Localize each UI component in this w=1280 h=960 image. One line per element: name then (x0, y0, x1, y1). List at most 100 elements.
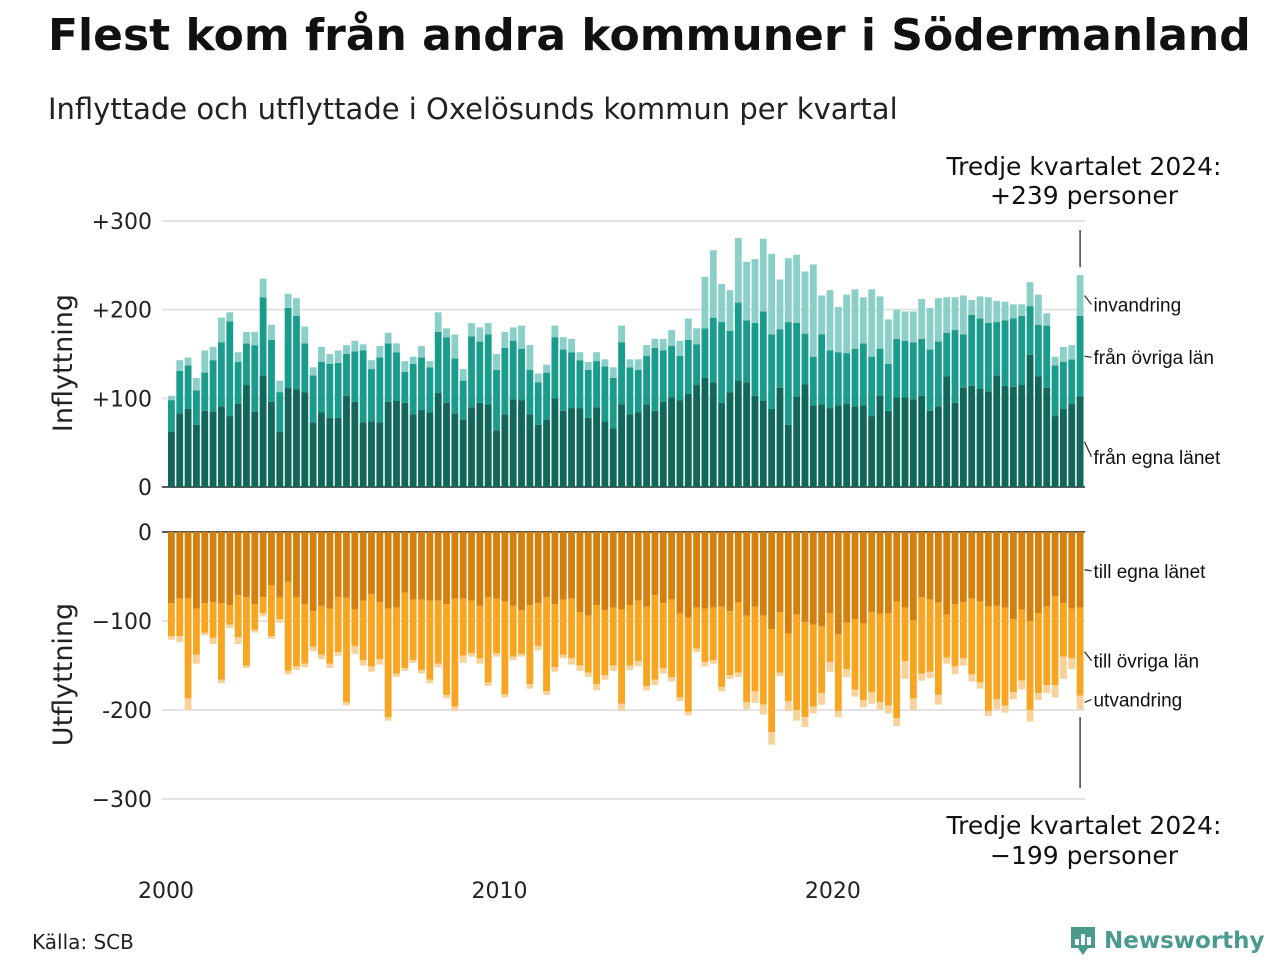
inflyttning-bars (168, 237, 1084, 487)
utflyttning-bar-till-övriga-län (284, 581, 292, 671)
inflyttning-bar-invandring (926, 307, 934, 350)
utflyttning-bar-till-övriga-län (859, 623, 867, 701)
inflyttning-bar-från-egna-länet (318, 412, 325, 487)
inflyttning-bar-från-egna-länet (893, 397, 901, 487)
utflyttning-bar-utvandring (1059, 656, 1067, 679)
inflyttning-bar-invandring (493, 354, 500, 370)
inflyttning-bar-invandring (501, 331, 509, 348)
inflyttning-bar-från-övriga-län (551, 337, 559, 399)
inflyttning-bar-från-övriga-län (484, 334, 492, 405)
inflyttning-bar-invandring (701, 276, 709, 329)
inflyttning-bar-invandring (234, 352, 242, 362)
utflyttning-bar-till-övriga-län (493, 598, 500, 654)
utflyttning-bar-till-övriga-län (343, 597, 350, 702)
inflyttning-bar-från-övriga-län (643, 355, 651, 405)
inflyttning-bar-från-övriga-län (601, 366, 609, 422)
inflyttning-bar-från-övriga-län (876, 348, 884, 396)
inflyttning-bar-invandring (1001, 301, 1009, 321)
utflyttning-bar-till-egna-länet (184, 532, 192, 599)
utflyttning-bar-till-egna-länet (701, 532, 709, 609)
utflyttning-bar-till-egna-länet (926, 532, 934, 600)
utflyttning-bar-till-övriga-län (418, 599, 425, 670)
inflyttning-bar-från-övriga-län (418, 357, 425, 410)
utflyttning-bar-utvandring (1001, 705, 1009, 713)
utflyttning-bar-till-övriga-län (218, 603, 225, 680)
inflyttning-bar-från-övriga-län (768, 334, 776, 409)
utflyttning-bar-utvandring (951, 666, 959, 675)
utflyttning-bar-till-övriga-län (368, 594, 375, 667)
utflyttning-bar-till-egna-länet (801, 532, 809, 622)
utflyttning-bar-till-egna-länet (776, 532, 784, 613)
utflyttning-bar-till-övriga-län (1018, 609, 1026, 681)
inflyttning-bar-från-övriga-län (726, 330, 734, 393)
utflyttning-bar-utvandring (184, 698, 192, 710)
utflyttning-bar-till-övriga-län (926, 599, 934, 672)
utflyttning-bar-utvandring (1026, 710, 1034, 722)
inflyttning-bar-från-övriga-län (951, 330, 959, 403)
inflyttning-bar-invandring (851, 289, 859, 349)
utflyttning-bar-till-egna-länet (693, 532, 701, 608)
utflyttning-bar-till-övriga-län (684, 617, 692, 712)
utflyttning-bar-till-egna-länet (268, 532, 275, 586)
utflyttning-bar-utvandring (968, 674, 976, 682)
utflyttning-bar-till-egna-länet (326, 532, 334, 609)
inflyttning-bar-från-övriga-län (701, 328, 709, 378)
utflyttning-bar-utvandring (851, 689, 859, 697)
utflyttning-bar-till-övriga-län (801, 621, 809, 718)
inflyttning-bar-från-övriga-län (426, 367, 434, 413)
utflyttning-bar-till-egna-länet (576, 532, 584, 613)
utflyttning-bar-till-egna-länet (1018, 532, 1026, 610)
inflyttning-bar-från-övriga-län (268, 339, 275, 402)
utflyttning-y-tick-label: -200 (102, 699, 152, 724)
inflyttning-bar-från-egna-länet (218, 406, 225, 487)
inflyttning-bar-från-övriga-län (226, 321, 234, 417)
utflyttning-bar-utvandring (693, 648, 701, 653)
utflyttning-bar-till-egna-länet (859, 532, 867, 624)
newsworthy-logo[interactable]: Newsworthy (1068, 925, 1265, 957)
inflyttning-bar-från-övriga-län (843, 353, 851, 404)
utflyttning-bar-till-egna-länet (1059, 532, 1067, 604)
inflyttning-bar-från-egna-länet (709, 382, 717, 487)
inflyttning-bar-invandring (893, 309, 901, 339)
utflyttning-y-tick-label: −100 (92, 610, 152, 635)
inflyttning-bar-invandring (526, 345, 534, 370)
utflyttning-bar-till-övriga-län (1026, 621, 1034, 710)
utflyttning-bar-till-övriga-län (584, 615, 592, 673)
utflyttning-bar-till-övriga-län (693, 607, 701, 649)
utflyttning-bar-till-övriga-län (868, 612, 876, 693)
utflyttning-bar-till-övriga-län (718, 606, 726, 687)
inflyttning-bar-från-egna-länet (401, 402, 409, 487)
inflyttning-bar-invandring (651, 338, 659, 348)
utflyttning-bar-till-egna-länet (951, 532, 959, 605)
inflyttning-bar-från-egna-länet (693, 385, 701, 487)
inflyttning-bar-från-övriga-län (193, 390, 200, 425)
utflyttning-bar-till-egna-länet (334, 532, 342, 597)
utflyttning-bar-till-egna-länet (243, 532, 250, 597)
utflyttning-bar-till-egna-länet (934, 532, 942, 603)
inflyttning-y-tick-label: +300 (92, 210, 152, 235)
inflyttning-bar-från-övriga-län (576, 360, 584, 409)
utflyttning-bar-till-övriga-län (768, 629, 776, 733)
utflyttning-bar-utvandring (301, 663, 309, 668)
utflyttning-bar-till-egna-länet (218, 532, 225, 604)
inflyttning-bar-från-egna-länet (434, 393, 442, 487)
utflyttning-bar-utvandring (251, 629, 259, 633)
utflyttning-bar-till-övriga-län (468, 600, 475, 654)
utflyttning-bar-till-egna-länet (293, 532, 300, 597)
utflyttning-bar-till-övriga-län (984, 606, 992, 711)
utflyttning-bar-utvandring (418, 669, 425, 674)
utflyttning-bar-utvandring (734, 672, 742, 678)
inflyttning-bar-från-övriga-län (918, 338, 926, 396)
inflyttning-bar-från-övriga-län (284, 307, 292, 388)
inflyttning-bar-från-egna-länet (601, 421, 609, 487)
utflyttning-bar-till-egna-länet (976, 532, 984, 602)
inflyttning-bar-från-övriga-län (1018, 315, 1026, 386)
inflyttning-bar-från-övriga-län (234, 361, 242, 404)
utflyttning-bar-utvandring (826, 661, 834, 672)
utflyttning-bar-till-egna-länet (201, 532, 209, 604)
utflyttning-bar-utvandring (309, 646, 317, 652)
utflyttning-bar-till-övriga-län (951, 604, 959, 667)
utflyttning-bar-till-övriga-län (618, 609, 625, 704)
inflyttning-bar-från-övriga-län (218, 342, 225, 407)
inflyttning-series-label: från övriga län (1093, 348, 1213, 369)
